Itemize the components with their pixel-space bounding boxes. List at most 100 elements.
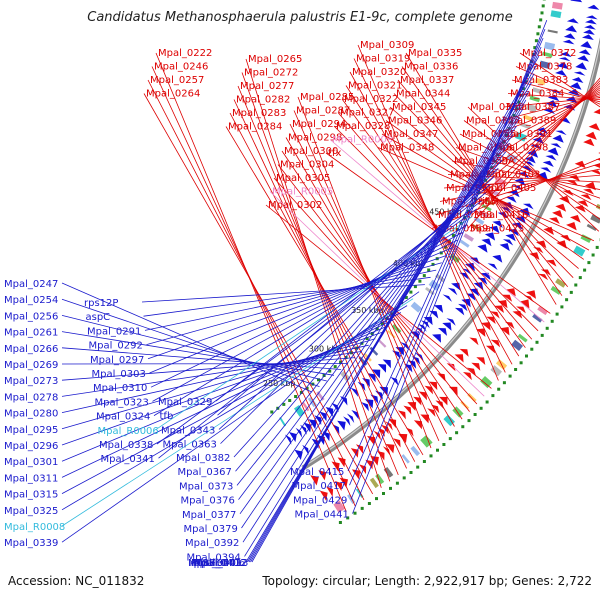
track-tick (416, 465, 420, 469)
cog-block (517, 333, 528, 343)
gene-arrow (370, 394, 379, 404)
gene-label-reverse: Mpal_0247 (4, 279, 58, 290)
gene-arrow (580, 194, 592, 201)
gene-arrow (550, 143, 562, 149)
gene-label-forward: Mpal_0246 (154, 62, 208, 73)
gene-label-forward: Mpal_0358 (458, 143, 512, 154)
gene-arrow (552, 134, 564, 143)
gene-arrow (574, 160, 586, 169)
gene-label-reverse: Mpal_0392 (185, 538, 239, 549)
label-leader-line (341, 98, 526, 348)
gene-label-reverse: Mpal_0310 (93, 383, 147, 394)
gene-label-forward: Mpal_0355 (462, 129, 516, 140)
cog-block (550, 285, 562, 295)
label-leader-line (377, 147, 595, 242)
gene-label-reverse: Mpal_0261 (4, 328, 58, 339)
gene-label-reverse: Mpal_0376 (181, 496, 235, 507)
gene-arrow (506, 288, 516, 297)
gene-label-forward: Mpal_0384 (510, 89, 564, 100)
gene-arrow (562, 39, 575, 45)
cog-block (449, 253, 461, 263)
label-leader-line (333, 125, 539, 332)
track-tick (402, 476, 406, 480)
reverse-gene-labels: Mpal_0247 Mpal_0254 Mpal_0256 Mpal_0261 Mpal… (4, 19, 548, 569)
gene-label-forward: Mpal_0336 (404, 62, 458, 73)
gene-arrow (537, 171, 548, 181)
gene-label-forward: Mpal_0283 (232, 108, 286, 119)
gene-arrow (512, 185, 523, 191)
gene-label-forward: Mpal_0305 (276, 173, 330, 184)
gene-arrow (591, 170, 600, 175)
gene-label-forward: Mpal_0348 (380, 143, 434, 154)
track-tick (583, 268, 587, 272)
gene-arrow (585, 15, 598, 20)
gene-arrow (570, 0, 583, 3)
track-tick (429, 454, 433, 458)
track-tick (353, 511, 357, 515)
label-leader-line (61, 331, 335, 376)
gene-arrow (431, 404, 440, 414)
track-tick (344, 356, 348, 359)
track-tick (431, 262, 435, 266)
gene-arrow (582, 34, 594, 40)
gene-label-forward: Mpal_0321 (348, 81, 402, 92)
gene-arrow (382, 446, 391, 456)
gene-arrow (516, 306, 526, 314)
gene-arrow (314, 415, 322, 425)
gene-arrow (562, 190, 574, 196)
gene-arrow (420, 414, 429, 424)
label-leader-line (151, 66, 356, 507)
gene-arrow (577, 200, 589, 207)
gene-arrow (458, 303, 468, 312)
gene-label-reverse: Mpal_0401 (188, 558, 242, 569)
track-tick (299, 390, 303, 394)
gene-label-forward: Mpal_0322 (344, 94, 398, 105)
gene-arrow (515, 215, 526, 224)
gene-arrow (492, 220, 503, 228)
gene-label-forward: Mpal_0337 (400, 75, 454, 86)
gene-arrow (577, 55, 589, 62)
track-tick (497, 387, 501, 391)
gene-label-forward: Mpal_0282 (236, 95, 290, 106)
gene-arrow (393, 438, 401, 448)
gene-label-reverse: Mpal_0273 (4, 376, 58, 387)
cog-block (459, 239, 470, 248)
gene-arrow (318, 470, 327, 481)
cog-block (490, 365, 503, 377)
label-leader-line (245, 91, 530, 563)
gene-label-forward: Mpal_0287 (296, 106, 350, 117)
gene-label-reverse: Mpal_0441 (295, 510, 349, 521)
track-tick (360, 506, 364, 510)
gene-arrow (403, 405, 412, 415)
gene-arrow (427, 408, 436, 417)
track-tick (409, 290, 413, 294)
gene-arrow (587, 4, 600, 10)
gene-label-reverse: Mpal_0315 (4, 490, 58, 501)
track-tick (540, 333, 544, 337)
label-leader-line (247, 82, 532, 563)
gene-arrow (319, 490, 328, 501)
label-leader-line (345, 85, 520, 357)
track-tick (574, 283, 578, 287)
track-tick (346, 516, 350, 520)
track-tick (539, 18, 543, 22)
label-leader-line (239, 125, 517, 515)
label-leader-line (447, 174, 600, 183)
ruler-label: 350 kbp (351, 306, 384, 315)
gene-arrow (555, 203, 567, 212)
label-leader-line (495, 93, 600, 135)
cog-block (534, 77, 546, 86)
gene-label-reverse: Mpal_0278 (4, 392, 58, 403)
cog-block (542, 51, 553, 58)
gene-arrow (556, 61, 569, 70)
gene-label-forward: Mpal_0257 (150, 75, 204, 86)
track-tick (282, 402, 286, 406)
gene-arrow (385, 421, 393, 431)
gene-label-forward: Mpal_0320 (352, 67, 406, 78)
gene-label-reverse: Mpal_0338 (99, 440, 153, 451)
gene-arrow (571, 77, 584, 83)
gene-arrow (428, 381, 438, 391)
gene-label-forward: Mpal_R0005 (272, 187, 333, 198)
cog-block (586, 223, 597, 231)
gene-arrow (584, 25, 596, 30)
